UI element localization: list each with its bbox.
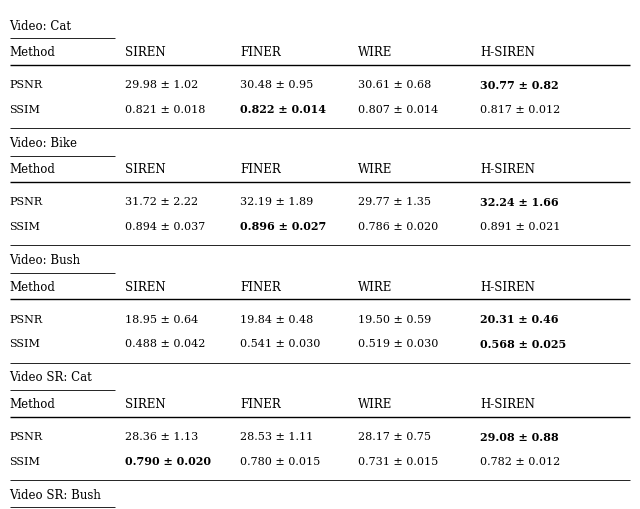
Text: Video SR: Bush: Video SR: Bush [10, 488, 102, 501]
Text: H-SIREN: H-SIREN [480, 46, 535, 59]
Text: SSIM: SSIM [10, 456, 40, 466]
Text: 29.77 ± 1.35: 29.77 ± 1.35 [358, 197, 431, 207]
Text: SIREN: SIREN [125, 163, 165, 176]
Text: 28.53 ± 1.11: 28.53 ± 1.11 [240, 431, 313, 441]
Text: 0.821 ± 0.018: 0.821 ± 0.018 [125, 104, 205, 115]
Text: WIRE: WIRE [358, 397, 393, 410]
Text: 0.896 ± 0.027: 0.896 ± 0.027 [240, 221, 326, 232]
Text: Video: Cat: Video: Cat [10, 19, 72, 33]
Text: PSNR: PSNR [10, 80, 43, 90]
Text: 0.817 ± 0.012: 0.817 ± 0.012 [480, 104, 560, 115]
Text: Method: Method [10, 46, 56, 59]
Text: H-SIREN: H-SIREN [480, 280, 535, 293]
Text: WIRE: WIRE [358, 280, 393, 293]
Text: 19.50 ± 0.59: 19.50 ± 0.59 [358, 314, 431, 324]
Text: 19.84 ± 0.48: 19.84 ± 0.48 [240, 314, 313, 324]
Text: Video: Bush: Video: Bush [10, 253, 81, 267]
Text: Video: Bike: Video: Bike [10, 136, 77, 150]
Text: 29.08 ± 0.88: 29.08 ± 0.88 [480, 431, 559, 442]
Text: 30.77 ± 0.82: 30.77 ± 0.82 [480, 79, 559, 91]
Text: 0.488 ± 0.042: 0.488 ± 0.042 [125, 338, 205, 349]
Text: PSNR: PSNR [10, 314, 43, 324]
Text: 30.48 ± 0.95: 30.48 ± 0.95 [240, 80, 313, 90]
Text: SSIM: SSIM [10, 104, 40, 115]
Text: 0.807 ± 0.014: 0.807 ± 0.014 [358, 104, 438, 115]
Text: 32.19 ± 1.89: 32.19 ± 1.89 [240, 197, 313, 207]
Text: 32.24 ± 1.66: 32.24 ± 1.66 [480, 196, 559, 208]
Text: 30.61 ± 0.68: 30.61 ± 0.68 [358, 80, 431, 90]
Text: 0.894 ± 0.037: 0.894 ± 0.037 [125, 221, 205, 232]
Text: FINER: FINER [240, 280, 281, 293]
Text: PSNR: PSNR [10, 197, 43, 207]
Text: 0.780 ± 0.015: 0.780 ± 0.015 [240, 456, 320, 466]
Text: Method: Method [10, 397, 56, 410]
Text: SSIM: SSIM [10, 338, 40, 349]
Text: SIREN: SIREN [125, 397, 165, 410]
Text: Video SR: Cat: Video SR: Cat [10, 371, 92, 384]
Text: 0.786 ± 0.020: 0.786 ± 0.020 [358, 221, 438, 232]
Text: 31.72 ± 2.22: 31.72 ± 2.22 [125, 197, 198, 207]
Text: SIREN: SIREN [125, 280, 165, 293]
Text: 0.891 ± 0.021: 0.891 ± 0.021 [480, 221, 561, 232]
Text: Method: Method [10, 280, 56, 293]
Text: SIREN: SIREN [125, 46, 165, 59]
Text: 28.36 ± 1.13: 28.36 ± 1.13 [125, 431, 198, 441]
Text: WIRE: WIRE [358, 163, 393, 176]
Text: WIRE: WIRE [358, 46, 393, 59]
Text: Method: Method [10, 163, 56, 176]
Text: FINER: FINER [240, 163, 281, 176]
Text: 28.17 ± 0.75: 28.17 ± 0.75 [358, 431, 431, 441]
Text: 0.790 ± 0.020: 0.790 ± 0.020 [125, 455, 211, 466]
Text: 29.98 ± 1.02: 29.98 ± 1.02 [125, 80, 198, 90]
Text: PSNR: PSNR [10, 431, 43, 441]
Text: H-SIREN: H-SIREN [480, 163, 535, 176]
Text: 0.541 ± 0.030: 0.541 ± 0.030 [240, 338, 321, 349]
Text: SSIM: SSIM [10, 221, 40, 232]
Text: FINER: FINER [240, 46, 281, 59]
Text: FINER: FINER [240, 397, 281, 410]
Text: 0.568 ± 0.025: 0.568 ± 0.025 [480, 338, 566, 349]
Text: 0.731 ± 0.015: 0.731 ± 0.015 [358, 456, 438, 466]
Text: 18.95 ± 0.64: 18.95 ± 0.64 [125, 314, 198, 324]
Text: H-SIREN: H-SIREN [480, 397, 535, 410]
Text: 0.519 ± 0.030: 0.519 ± 0.030 [358, 338, 439, 349]
Text: 0.822 ± 0.014: 0.822 ± 0.014 [240, 104, 326, 115]
Text: 0.782 ± 0.012: 0.782 ± 0.012 [480, 456, 560, 466]
Text: 20.31 ± 0.46: 20.31 ± 0.46 [480, 314, 559, 325]
